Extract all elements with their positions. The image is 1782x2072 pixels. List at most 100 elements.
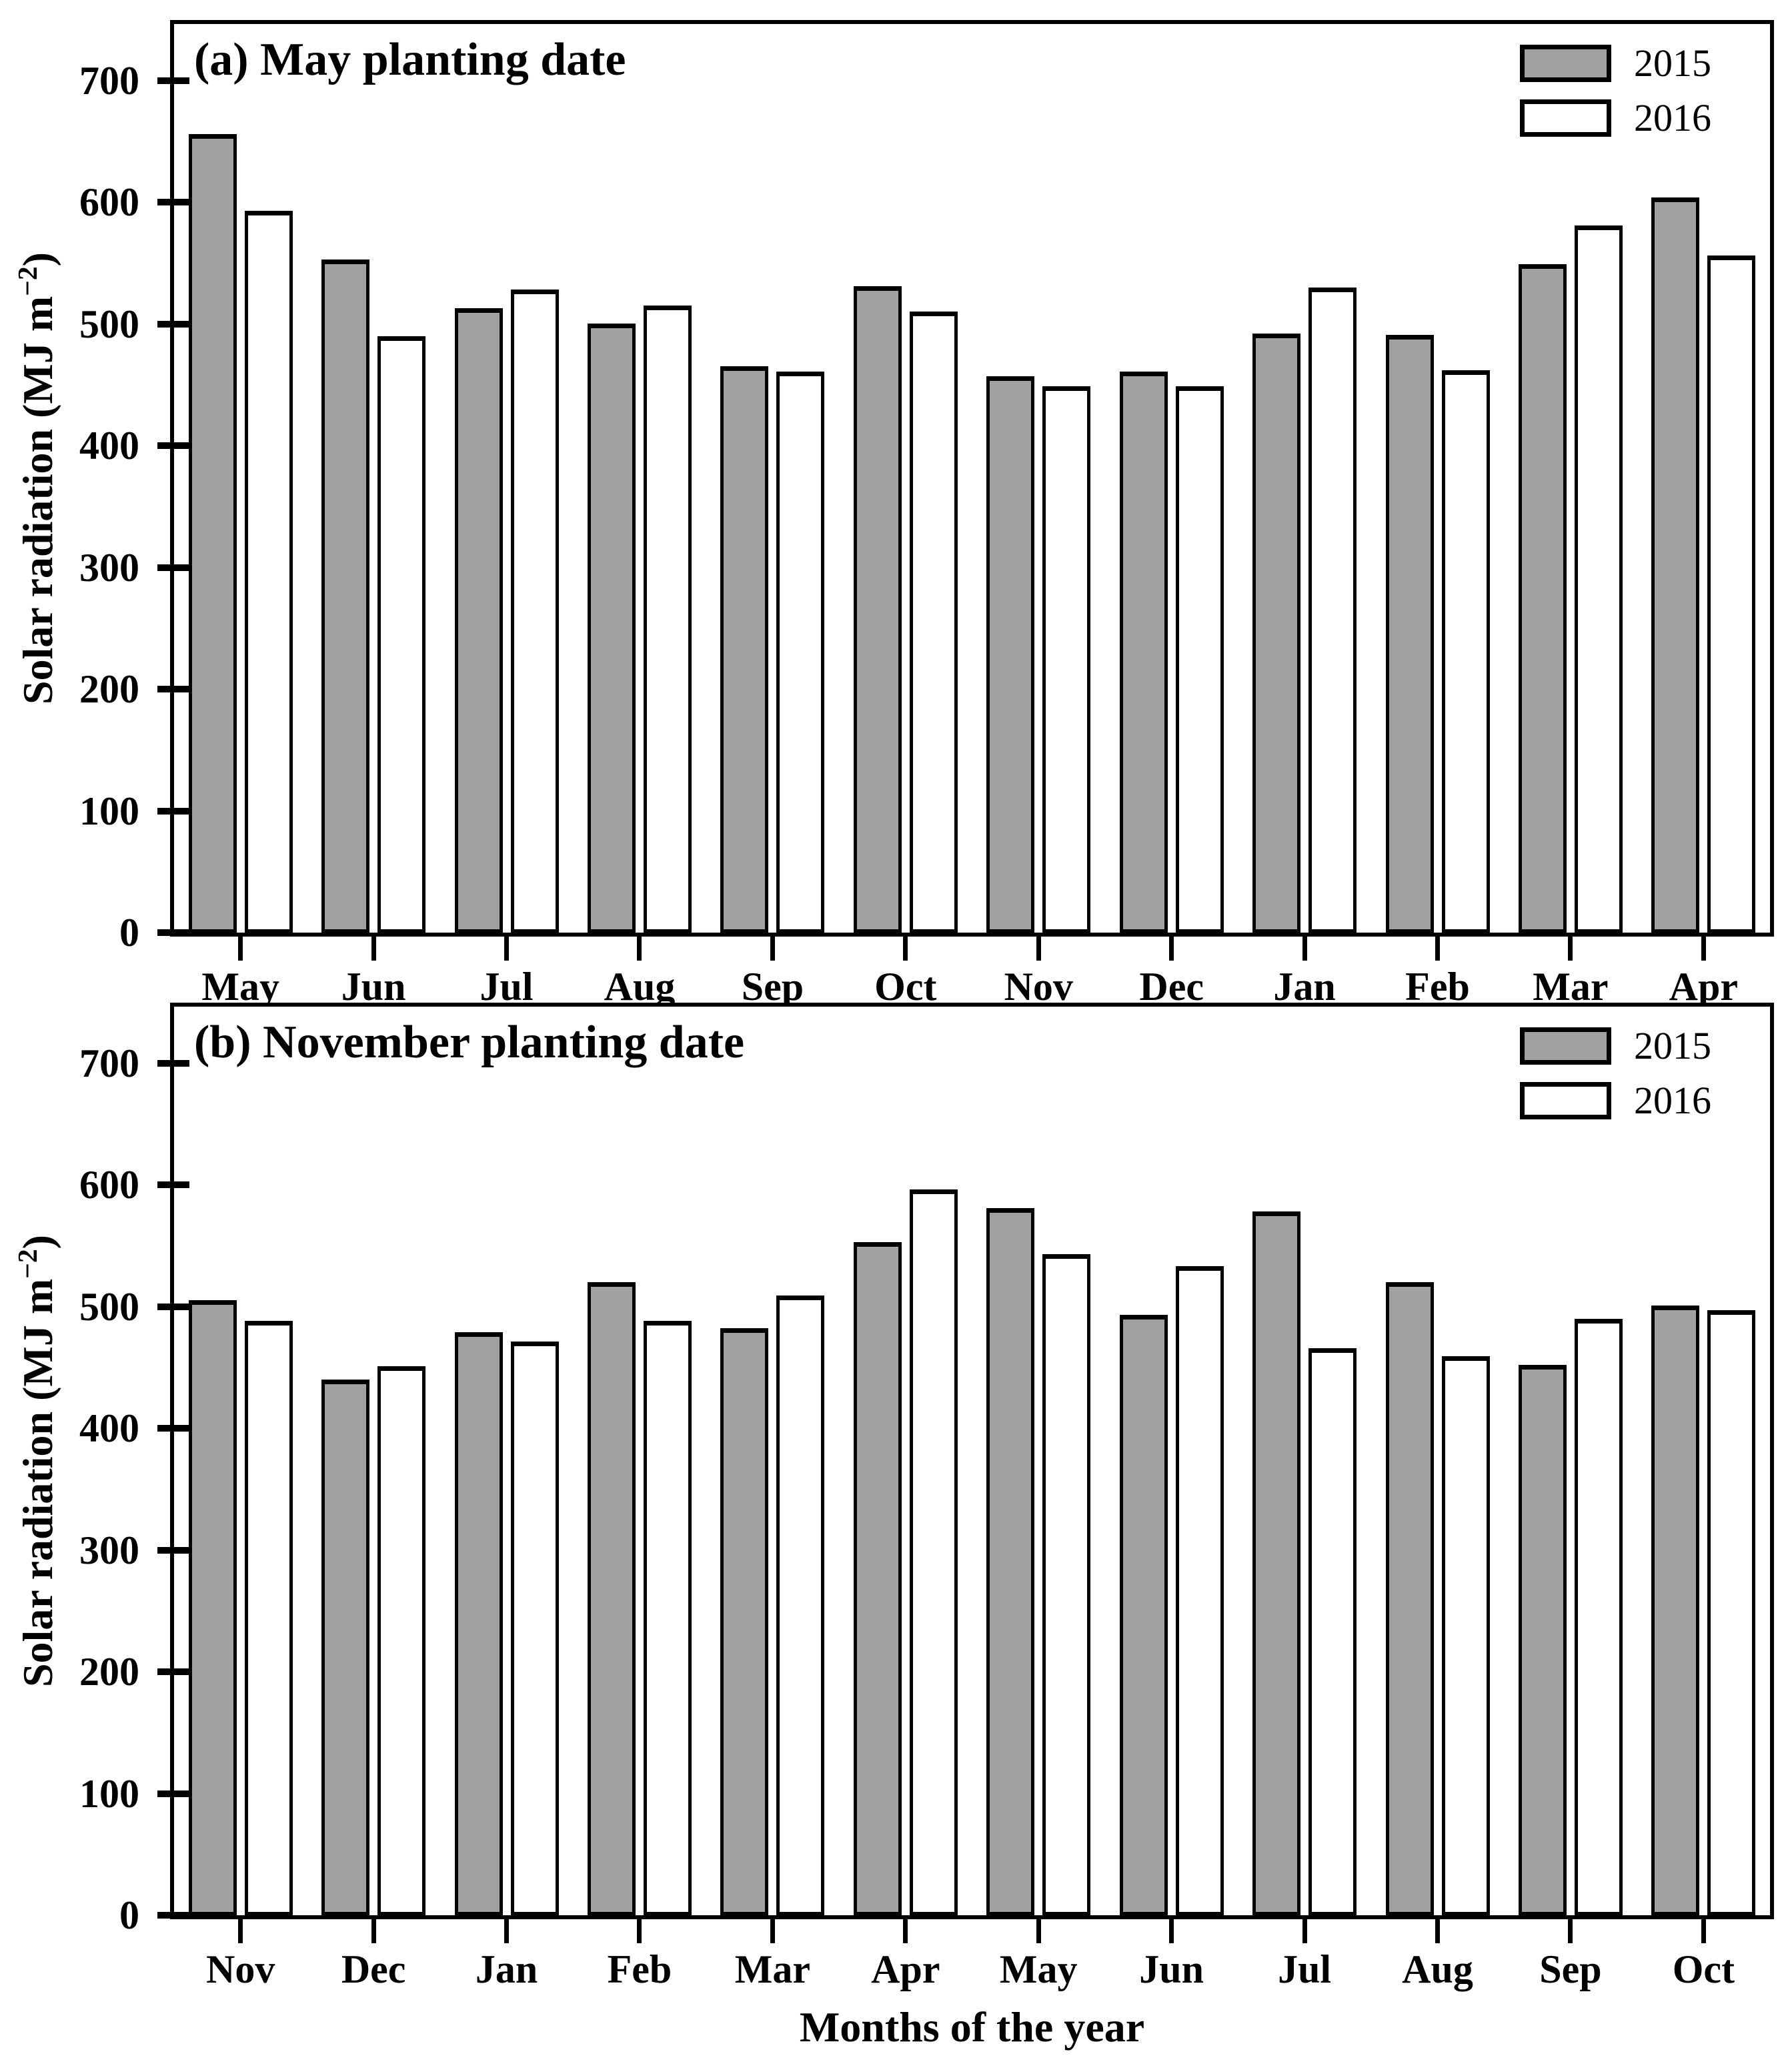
x-tick-cell-jul	[1238, 1919, 1371, 1943]
month-label-jan: Jan	[475, 1947, 538, 1991]
ylabel-superscript: −2	[12, 1249, 43, 1279]
ylabel-close: )	[14, 1235, 61, 1249]
bar-2016-jan	[1308, 288, 1357, 933]
x-tick-cell-jun	[307, 937, 439, 961]
y-tick-400	[157, 1425, 189, 1432]
x-tick-cell-nov	[972, 937, 1105, 961]
month-label-jul: Jul	[480, 965, 534, 1009]
month-label-aug: Aug	[1402, 1947, 1473, 1991]
month-label-oct: Oct	[874, 965, 937, 1009]
legend-2015-label: 2015	[1634, 1024, 1711, 1067]
x-tick-cell-aug	[1371, 1919, 1504, 1943]
bar-2015-dec	[1119, 372, 1168, 933]
bar-2016-nov	[1042, 386, 1091, 933]
x-tick-aug	[1435, 1919, 1440, 1943]
y-tick-0	[157, 929, 189, 936]
y-tick-300	[157, 1546, 189, 1554]
bar-2016-nov	[244, 1321, 293, 1915]
panel-b-legend: 2015 2016	[1520, 1027, 1711, 1120]
y-tick-label-600: 600	[79, 1163, 139, 1207]
month-label-oct: Oct	[1672, 1947, 1735, 1991]
x-tick-nov	[1036, 937, 1041, 961]
bar-2016-dec	[1175, 386, 1224, 933]
y-tick-label-400: 400	[79, 1406, 139, 1450]
bar-2015-may	[188, 134, 237, 933]
bar-2016-aug	[1441, 1356, 1490, 1915]
bar-2016-dec	[377, 1366, 426, 1915]
bar-2015-oct	[1651, 1306, 1700, 1915]
x-tick-cell-mar	[1504, 937, 1637, 961]
x-tick-cell-mar	[706, 1919, 839, 1943]
month-label-sep: Sep	[1539, 1947, 1602, 1991]
x-tick-cell-feb	[1371, 937, 1504, 961]
y-tick-600	[157, 199, 189, 205]
x-tick-cell-sep	[706, 937, 839, 961]
bar-2016-jan	[510, 1342, 559, 1915]
panel-b-month-labels: Nov Dec Jan Feb Mar Apr May Jun Jul Aug Sep Oct	[174, 1947, 1770, 1991]
x-tick-cell-oct	[1637, 1919, 1770, 1943]
panel-a-xticks	[174, 937, 1770, 961]
panel-a-legend: 2015 2016	[1520, 44, 1711, 137]
bar-group-jan	[440, 1007, 573, 1915]
legend-row-2015: 2015	[1520, 44, 1711, 83]
month-label-jul: Jul	[1278, 1947, 1332, 1991]
panel-b-xticks	[174, 1919, 1770, 1943]
x-tick-oct	[1701, 1919, 1706, 1943]
bar-group-apr	[839, 1007, 972, 1915]
panel-a-bars	[174, 24, 1770, 933]
y-tick-500	[157, 320, 189, 328]
bar-2015-jan	[454, 1332, 503, 1915]
bar-group-dec	[1105, 24, 1238, 933]
bar-group-jun	[307, 24, 439, 933]
bar-2015-feb	[1385, 335, 1434, 933]
x-tick-jul	[1302, 1919, 1307, 1943]
y-tick-100	[157, 807, 189, 815]
bar-2016-apr	[909, 1189, 958, 1915]
x-tick-cell-jul	[440, 937, 573, 961]
x-tick-cell-apr	[839, 1919, 972, 1943]
y-tick-label-300: 300	[79, 1528, 139, 1572]
y-tick-label-500: 500	[79, 1284, 139, 1329]
y-tick-label-0: 0	[119, 911, 139, 955]
x-axis-title: Months of the year	[799, 2003, 1145, 2051]
bar-2015-mar	[720, 1328, 769, 1915]
month-label-feb: Feb	[1405, 965, 1470, 1009]
bar-2016-aug	[643, 306, 692, 933]
x-tick-mar	[1568, 937, 1573, 961]
month-label-dec: Dec	[1139, 965, 1204, 1009]
month-label-mar: Mar	[734, 1947, 811, 1991]
panel-a-month-labels: May Jun Jul Aug Sep Oct Nov Dec Jan Feb Mar Apr	[174, 965, 1770, 1009]
x-tick-nov	[238, 1919, 243, 1943]
panel-a-y-axis-label: Solar radiation (MJ m−2)	[12, 252, 63, 704]
bar-2015-dec	[321, 1380, 370, 1915]
panel-a-plot-area: (a) May planting date 2015 2016 0 100 200 3…	[79, 20, 1774, 955]
x-tick-cell-oct	[839, 937, 972, 961]
month-label-aug: Aug	[604, 965, 676, 1009]
x-tick-aug	[637, 937, 642, 961]
panel-b: (b) November planting date 2015 2016 0 10…	[12, 1003, 1774, 1991]
legend-2016-swatch	[1520, 1082, 1611, 1119]
bar-2016-oct	[1707, 1310, 1756, 1915]
bar-2015-jun	[1119, 1315, 1168, 1915]
bar-2016-jul	[1308, 1348, 1357, 1915]
legend-2016-label: 2016	[1634, 96, 1711, 139]
x-tick-cell-apr	[1637, 937, 1770, 961]
bar-group-dec	[307, 1007, 439, 1915]
bar-2015-jun	[321, 260, 370, 933]
x-tick-cell-nov	[174, 1919, 307, 1943]
bar-group-sep	[706, 24, 839, 933]
bar-group-jan	[1238, 24, 1371, 933]
x-tick-cell-may	[174, 937, 307, 961]
x-tick-sep	[770, 937, 775, 961]
panel-b-title: (b) November planting date	[194, 1017, 745, 1068]
bar-2016-feb	[643, 1321, 692, 1915]
bar-group-mar	[706, 1007, 839, 1915]
y-tick-500	[157, 1303, 189, 1310]
legend-row-2016: 2016	[1520, 1081, 1711, 1120]
bar-2016-apr	[1707, 255, 1756, 933]
bar-2016-mar	[776, 1296, 825, 1915]
ylabel-text: Solar radiation (MJ m	[14, 1278, 61, 1687]
y-tick-label-200: 200	[79, 1650, 139, 1694]
month-label-nov: Nov	[1004, 965, 1073, 1009]
x-tick-apr	[1701, 937, 1706, 961]
